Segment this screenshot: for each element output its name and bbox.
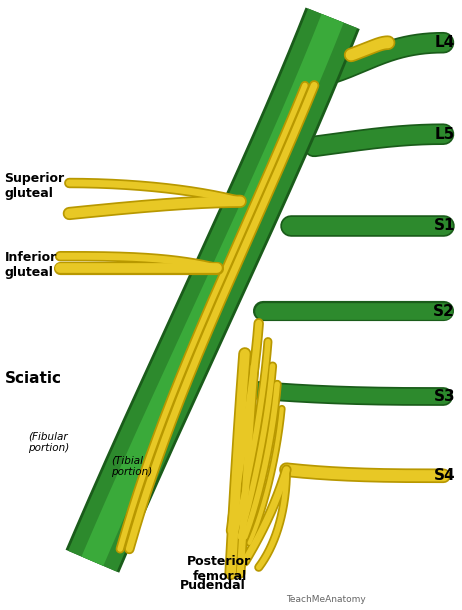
Text: Posterior
femoral: Posterior femoral <box>187 555 252 583</box>
Text: Sciatic: Sciatic <box>5 371 61 386</box>
Text: TeachMeAnatomy: TeachMeAnatomy <box>286 595 366 604</box>
Text: Inferior
gluteal: Inferior gluteal <box>5 251 57 279</box>
Text: S1: S1 <box>433 218 455 233</box>
Text: (Fibular
portion): (Fibular portion) <box>28 431 69 453</box>
Text: (Tibial
portion): (Tibial portion) <box>111 456 152 478</box>
Text: L5: L5 <box>435 127 455 142</box>
Text: L4: L4 <box>435 35 455 50</box>
Text: Superior
gluteal: Superior gluteal <box>5 172 65 200</box>
Text: S4: S4 <box>433 468 455 483</box>
Text: S3: S3 <box>433 389 455 404</box>
Text: Pudendal: Pudendal <box>180 579 245 592</box>
Text: S2: S2 <box>433 304 455 318</box>
